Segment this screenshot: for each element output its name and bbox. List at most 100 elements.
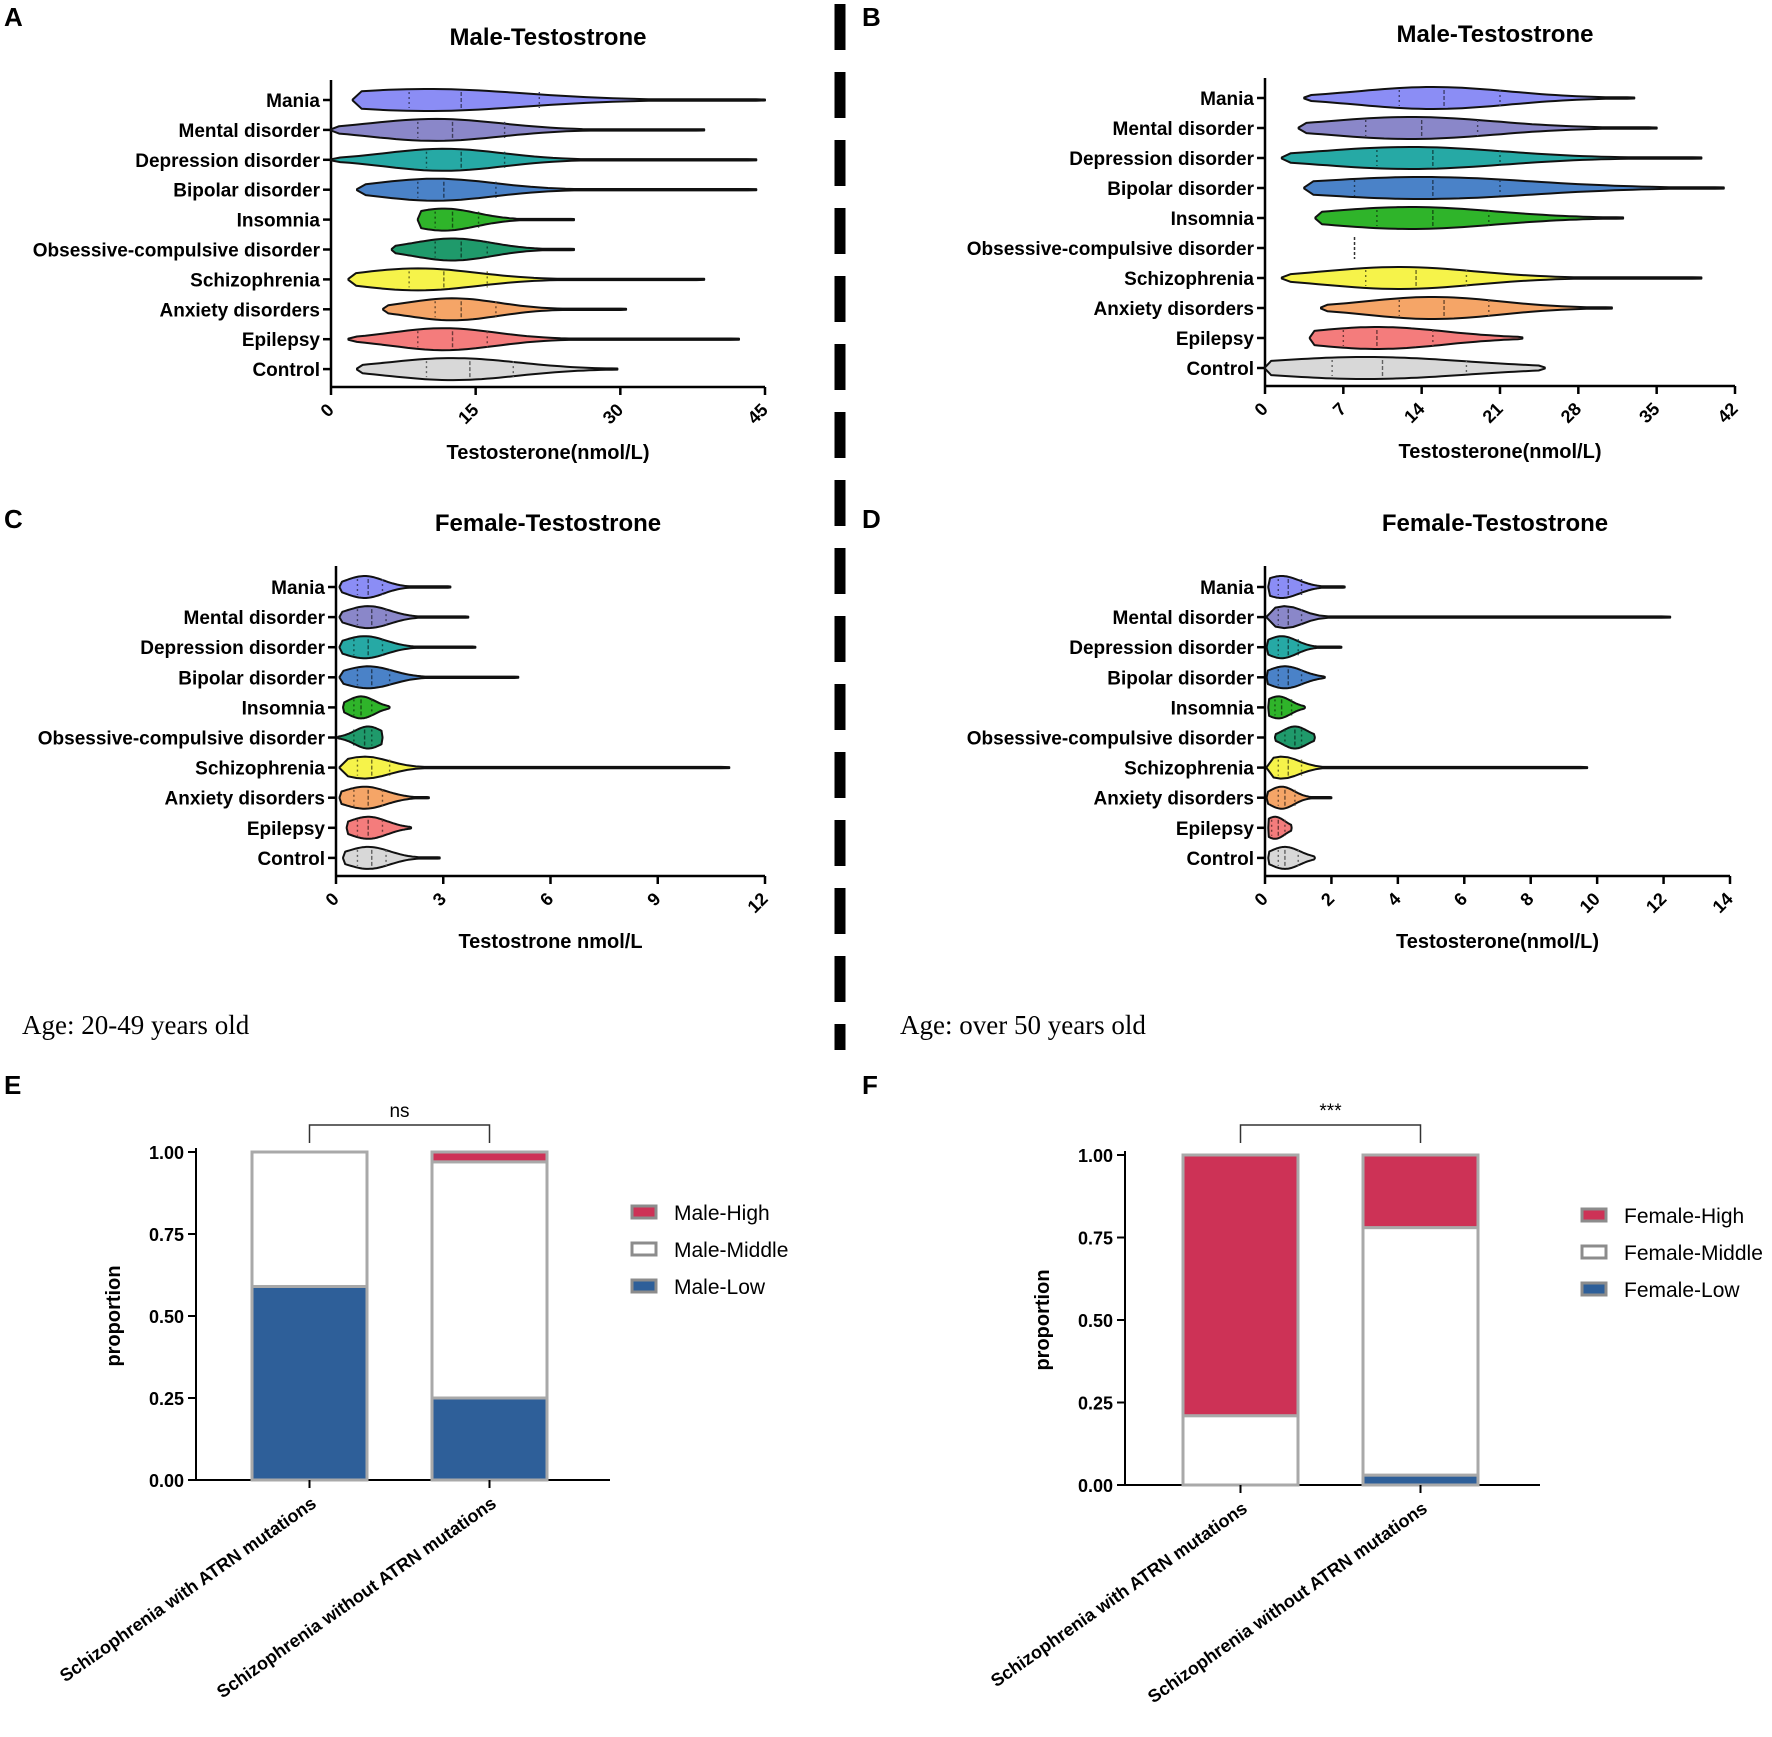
category-label-mental-disorder: Mental disorder: [184, 608, 326, 629]
x-tick-label-d: 10: [1576, 889, 1604, 917]
significance-bracket-f: [1239, 1124, 1422, 1143]
y-tick-label-e: 0.75: [149, 1225, 184, 1245]
y-tick-label-e: 0.50: [149, 1307, 184, 1327]
legend-swatch-male-high: [630, 1204, 658, 1220]
violin-schizophrenia: [1265, 755, 1589, 780]
x-tick-label-b: 0: [1251, 399, 1272, 420]
x-tick-label-d: 4: [1383, 889, 1404, 910]
violin-panel-b: Male-Testostrone 0 7 14 21 28 35 42 Testosterone…: [967, 21, 1742, 463]
category-label-bipolar-disorder: Bipolar disorder: [173, 181, 320, 202]
legend-label-male-middle: Male-Middle: [674, 1239, 788, 1262]
category-label-anxiety-disorders: Anxiety disorders: [165, 789, 326, 810]
category-label-insomnia: Insomnia: [1171, 698, 1255, 719]
violin-bipolar-disorder: [356, 177, 758, 202]
x-tick-label-a: 45: [744, 400, 772, 428]
category-label-control: Control: [252, 360, 320, 381]
violin-mental-disorder: [1297, 116, 1658, 140]
category-label-anxiety-disorders: Anxiety disorders: [160, 300, 321, 321]
panel-label-a: A: [4, 2, 23, 32]
category-label-mental-disorder: Mental disorder: [1113, 119, 1255, 140]
x-tick-label-a: 15: [454, 400, 482, 428]
category-label-mania: Mania: [1200, 89, 1254, 110]
category-label-control: Control: [1186, 359, 1254, 380]
chart-title-c: Female-Testostrone: [435, 510, 661, 537]
y-tick-label-f: 0.00: [1078, 1476, 1113, 1496]
violin-epilepsy: [1267, 815, 1293, 840]
bar-segment-male-low-1: [250, 1284, 369, 1482]
x-axis-label-d: Testosterone(nmol/L): [1396, 931, 1599, 953]
violin-mania: [1303, 86, 1636, 110]
bar-panel-f: 0.00 0.25 0.50 0.75 1.00 proportion Schizophre…: [987, 1101, 1763, 1707]
category-label-obsessive-compulsive-disorder: Obsessive-compulsive disorder: [967, 729, 1255, 750]
panel-label-b: B: [862, 2, 881, 32]
category-label-insomnia: Insomnia: [1171, 209, 1255, 230]
violin-bipolar-disorder: [338, 665, 520, 690]
bar-segment-male-high-2: [430, 1150, 549, 1164]
x-tick-label-c: 6: [536, 889, 557, 910]
category-label-obsessive-compulsive-disorder: Obsessive-compulsive disorder: [38, 729, 326, 750]
category-label-epilepsy: Epilepsy: [1176, 329, 1255, 350]
y-axis-label-e: proportion: [103, 1265, 125, 1366]
category-label-mania: Mania: [1200, 578, 1254, 599]
legend-swatch-female-middle: [1580, 1244, 1608, 1260]
x-tick-label-d: 8: [1516, 889, 1537, 910]
category-label-depression-disorder: Depression disorder: [1069, 149, 1254, 170]
violin-mania: [1267, 575, 1346, 599]
x-tick-label-b: 21: [1479, 399, 1507, 427]
bar-segment-female-middle-1: [1181, 1414, 1300, 1487]
category-label-mania: Mania: [271, 578, 325, 599]
category-label-anxiety-disorders: Anxiety disorders: [1094, 299, 1255, 320]
x-category-label-e-2: Schizophrenia without ATRN mutations: [213, 1493, 500, 1702]
x-tick-label-d: 14: [1709, 889, 1737, 917]
violin-insomnia: [342, 695, 391, 720]
x-axis-label-a: Testosterone(nmol/L): [447, 442, 650, 464]
violin-mania: [338, 575, 452, 599]
violin-panel-a: Male-Testostrone 0 15 30 45 Testosterone(nmol…: [33, 24, 772, 464]
x-tick-label-b: 7: [1329, 399, 1350, 420]
y-axis-label-f: proportion: [1032, 1269, 1054, 1370]
category-label-bipolar-disorder: Bipolar disorder: [178, 668, 325, 689]
violin-control: [342, 845, 441, 870]
x-tick-label-b: 14: [1400, 399, 1428, 427]
category-label-schizophrenia: Schizophrenia: [190, 270, 320, 291]
x-tick-label-d: 0: [1251, 889, 1272, 910]
legend-label-female-high: Female-High: [1624, 1205, 1744, 1228]
violin-anxiety-disorders: [382, 297, 628, 322]
y-tick-label-f: 1.00: [1078, 1146, 1113, 1166]
legend-swatch-male-middle: [630, 1241, 658, 1257]
x-tick-label-d: 12: [1642, 889, 1670, 917]
bar-segment-male-middle-2: [430, 1160, 549, 1400]
violin-insomnia: [1314, 206, 1625, 230]
violin-control: [356, 357, 619, 382]
x-tick-label-c: 12: [744, 889, 772, 917]
category-label-obsessive-compulsive-disorder: Obsessive-compulsive disorder: [33, 241, 321, 262]
x-tick-label-a: 0: [317, 400, 338, 421]
category-label-insomnia: Insomnia: [237, 211, 321, 232]
violin-insomnia: [1267, 695, 1306, 720]
violin-obsessive-compulsive-disorder: [336, 725, 384, 750]
panel-label-f: F: [862, 1070, 878, 1100]
violin-insomnia: [416, 207, 575, 232]
bar-segment-female-middle-2: [1361, 1226, 1480, 1477]
legend-swatch-female-high: [1580, 1207, 1608, 1223]
x-tick-label-d: 2: [1317, 889, 1338, 910]
x-tick-label-a: 30: [599, 400, 627, 428]
chart-title-d: Female-Testostrone: [1382, 510, 1608, 537]
violin-depression-disorder: [330, 147, 758, 172]
violin-control: [1264, 356, 1546, 380]
violin-control: [1267, 845, 1316, 870]
violin-schizophrenia: [1280, 266, 1703, 290]
category-label-epilepsy: Epilepsy: [242, 330, 321, 351]
chart-title-a: Male-Testostrone: [450, 24, 647, 51]
category-label-control: Control: [1186, 849, 1254, 870]
legend-label-male-low: Male-Low: [674, 1276, 766, 1299]
x-tick-label-b: 28: [1557, 399, 1585, 427]
bar-segment-female-high-1: [1181, 1153, 1300, 1418]
category-label-bipolar-disorder: Bipolar disorder: [1107, 179, 1254, 200]
category-label-depression-disorder: Depression disorder: [135, 151, 320, 172]
chart-title-b: Male-Testostrone: [1397, 21, 1594, 48]
violin-depression-disorder: [1265, 635, 1343, 660]
violin-bipolar-disorder: [1303, 176, 1725, 200]
category-label-anxiety-disorders: Anxiety disorders: [1094, 789, 1255, 810]
bar-segment-male-middle-1: [250, 1150, 369, 1288]
